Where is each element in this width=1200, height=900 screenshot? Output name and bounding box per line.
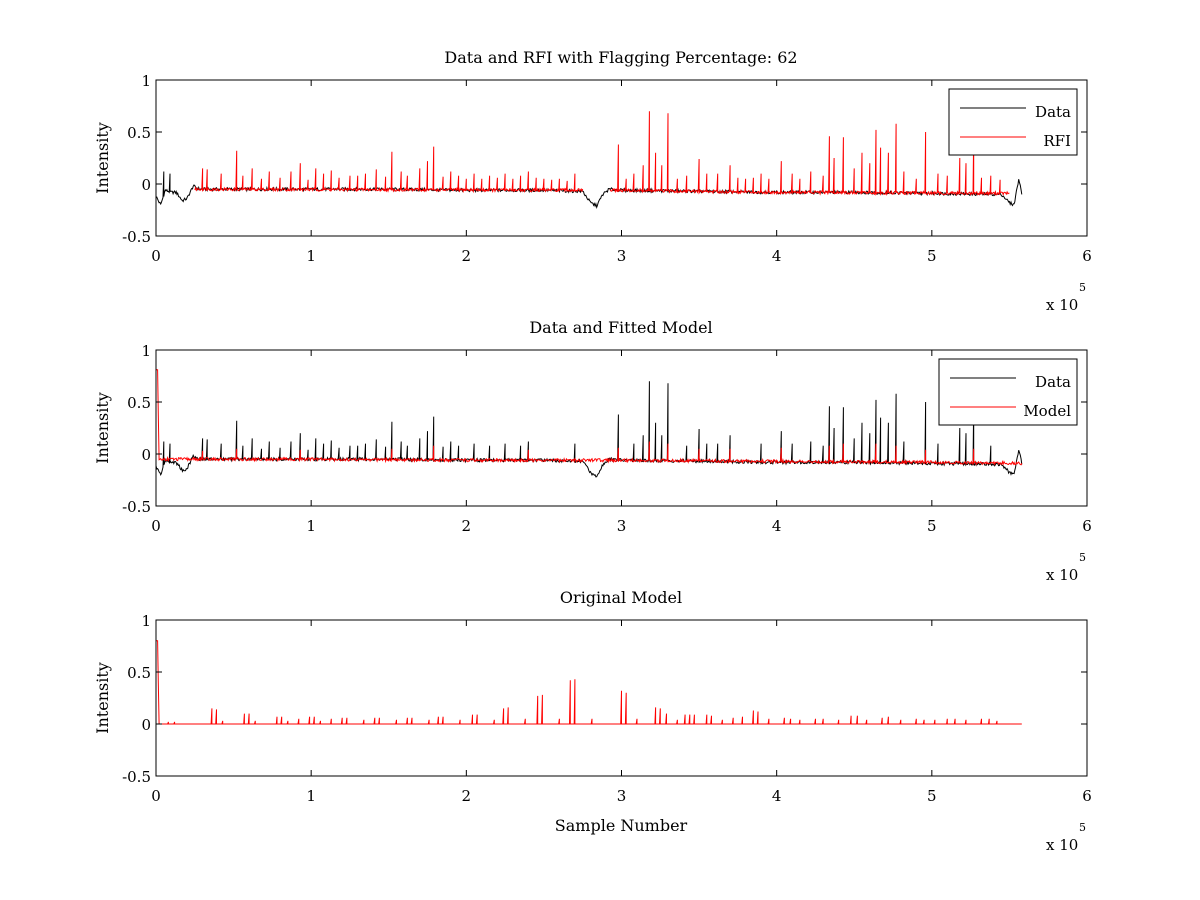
series-line xyxy=(156,640,1022,725)
x-tick-label: 0 xyxy=(151,247,161,265)
x-multiplier: x 10 xyxy=(1046,296,1078,314)
plot-area xyxy=(155,369,1023,478)
series-data xyxy=(155,381,1023,478)
y-tick-label: 0.5 xyxy=(127,394,151,412)
y-tick-label: -0.5 xyxy=(122,498,151,516)
y-axis-label: Intensity xyxy=(93,122,112,194)
series-line xyxy=(155,369,1023,466)
x-tick-label: 1 xyxy=(306,517,316,535)
panel-title: Data and Fitted Model xyxy=(529,318,712,337)
legend-label-data: Data xyxy=(1035,103,1071,121)
legend: Data RFI xyxy=(948,88,1078,156)
panel-fitted-model: Data and Fitted Model Intensity 0 1 2 3 4 5 6 -… xyxy=(93,318,1092,584)
x-tick-label: 3 xyxy=(617,247,627,265)
panel-original-model: Original Model Intensity 0 1 2 3 4 5 6-0.500.5… xyxy=(93,588,1092,854)
x-tick-label: 0 xyxy=(151,787,161,805)
legend-box xyxy=(938,358,1078,426)
panel-title: Original Model xyxy=(560,588,682,607)
panel-rfi: Data and RFI with Flagging Percentage: 6… xyxy=(93,48,1092,314)
x-multiplier-exponent: 5 xyxy=(1079,551,1086,564)
y-tick-label: 0.5 xyxy=(127,124,151,142)
x-tick-label: 4 xyxy=(772,517,782,535)
y-tick-label: 0.5 xyxy=(127,664,151,682)
x-tick-label: 5 xyxy=(927,517,937,535)
plot-area xyxy=(155,111,1023,209)
x-tick-label: 1 xyxy=(306,787,316,805)
x-tick-label: 2 xyxy=(462,247,472,265)
legend: Data Model xyxy=(938,358,1078,426)
x-multiplier-exponent: 5 xyxy=(1079,821,1086,834)
y-tick-label: -0.5 xyxy=(122,768,151,786)
x-multiplier: x 10 xyxy=(1046,836,1078,854)
x-tick-label: 0 xyxy=(151,517,161,535)
x-tick-label: 2 xyxy=(462,787,472,805)
axis-ticks: 0 1 2 3 4 5 6-0.500.51 xyxy=(122,342,1092,535)
legend-label-model: Model xyxy=(1023,402,1071,420)
y-tick-label: -0.5 xyxy=(122,228,151,246)
series-model xyxy=(155,369,1023,466)
legend-label-data: Data xyxy=(1035,373,1071,391)
x-tick-label: 2 xyxy=(462,517,472,535)
y-tick-label: 1 xyxy=(141,72,151,90)
y-axis-label: Intensity xyxy=(93,662,112,734)
series-line xyxy=(155,381,1023,478)
x-tick-label: 6 xyxy=(1082,787,1092,805)
x-axis-label: Sample Number xyxy=(555,816,688,835)
x-tick-label: 6 xyxy=(1082,517,1092,535)
plot-area xyxy=(156,640,1022,725)
x-tick-label: 3 xyxy=(617,517,627,535)
y-tick-label: 1 xyxy=(141,342,151,360)
y-tick-label: 0 xyxy=(141,176,151,194)
y-tick-label: 1 xyxy=(141,612,151,630)
x-tick-label: 4 xyxy=(772,247,782,265)
series-original-model xyxy=(156,640,1022,725)
y-tick-label: 0 xyxy=(141,716,151,734)
x-tick-label: 4 xyxy=(772,787,782,805)
x-tick-label: 5 xyxy=(927,787,937,805)
x-tick-label: 5 xyxy=(927,247,937,265)
y-axis-label: Intensity xyxy=(93,392,112,464)
axis-ticks: 0 1 2 3 4 5 6-0.500.51 xyxy=(122,612,1092,805)
axis-ticks: 0 1 2 3 4 5 6-0.500.51 xyxy=(122,72,1092,265)
panel-title: Data and RFI with Flagging Percentage: 6… xyxy=(444,48,797,67)
legend-box xyxy=(948,88,1078,156)
series-rfi xyxy=(194,111,1010,197)
x-multiplier: x 10 xyxy=(1046,566,1078,584)
x-tick-label: 1 xyxy=(306,247,316,265)
x-tick-label: 3 xyxy=(617,787,627,805)
series-line xyxy=(194,111,1010,197)
y-tick-label: 0 xyxy=(141,446,151,464)
legend-label-rfi: RFI xyxy=(1043,132,1071,150)
x-tick-label: 6 xyxy=(1082,247,1092,265)
x-multiplier-exponent: 5 xyxy=(1079,281,1086,294)
